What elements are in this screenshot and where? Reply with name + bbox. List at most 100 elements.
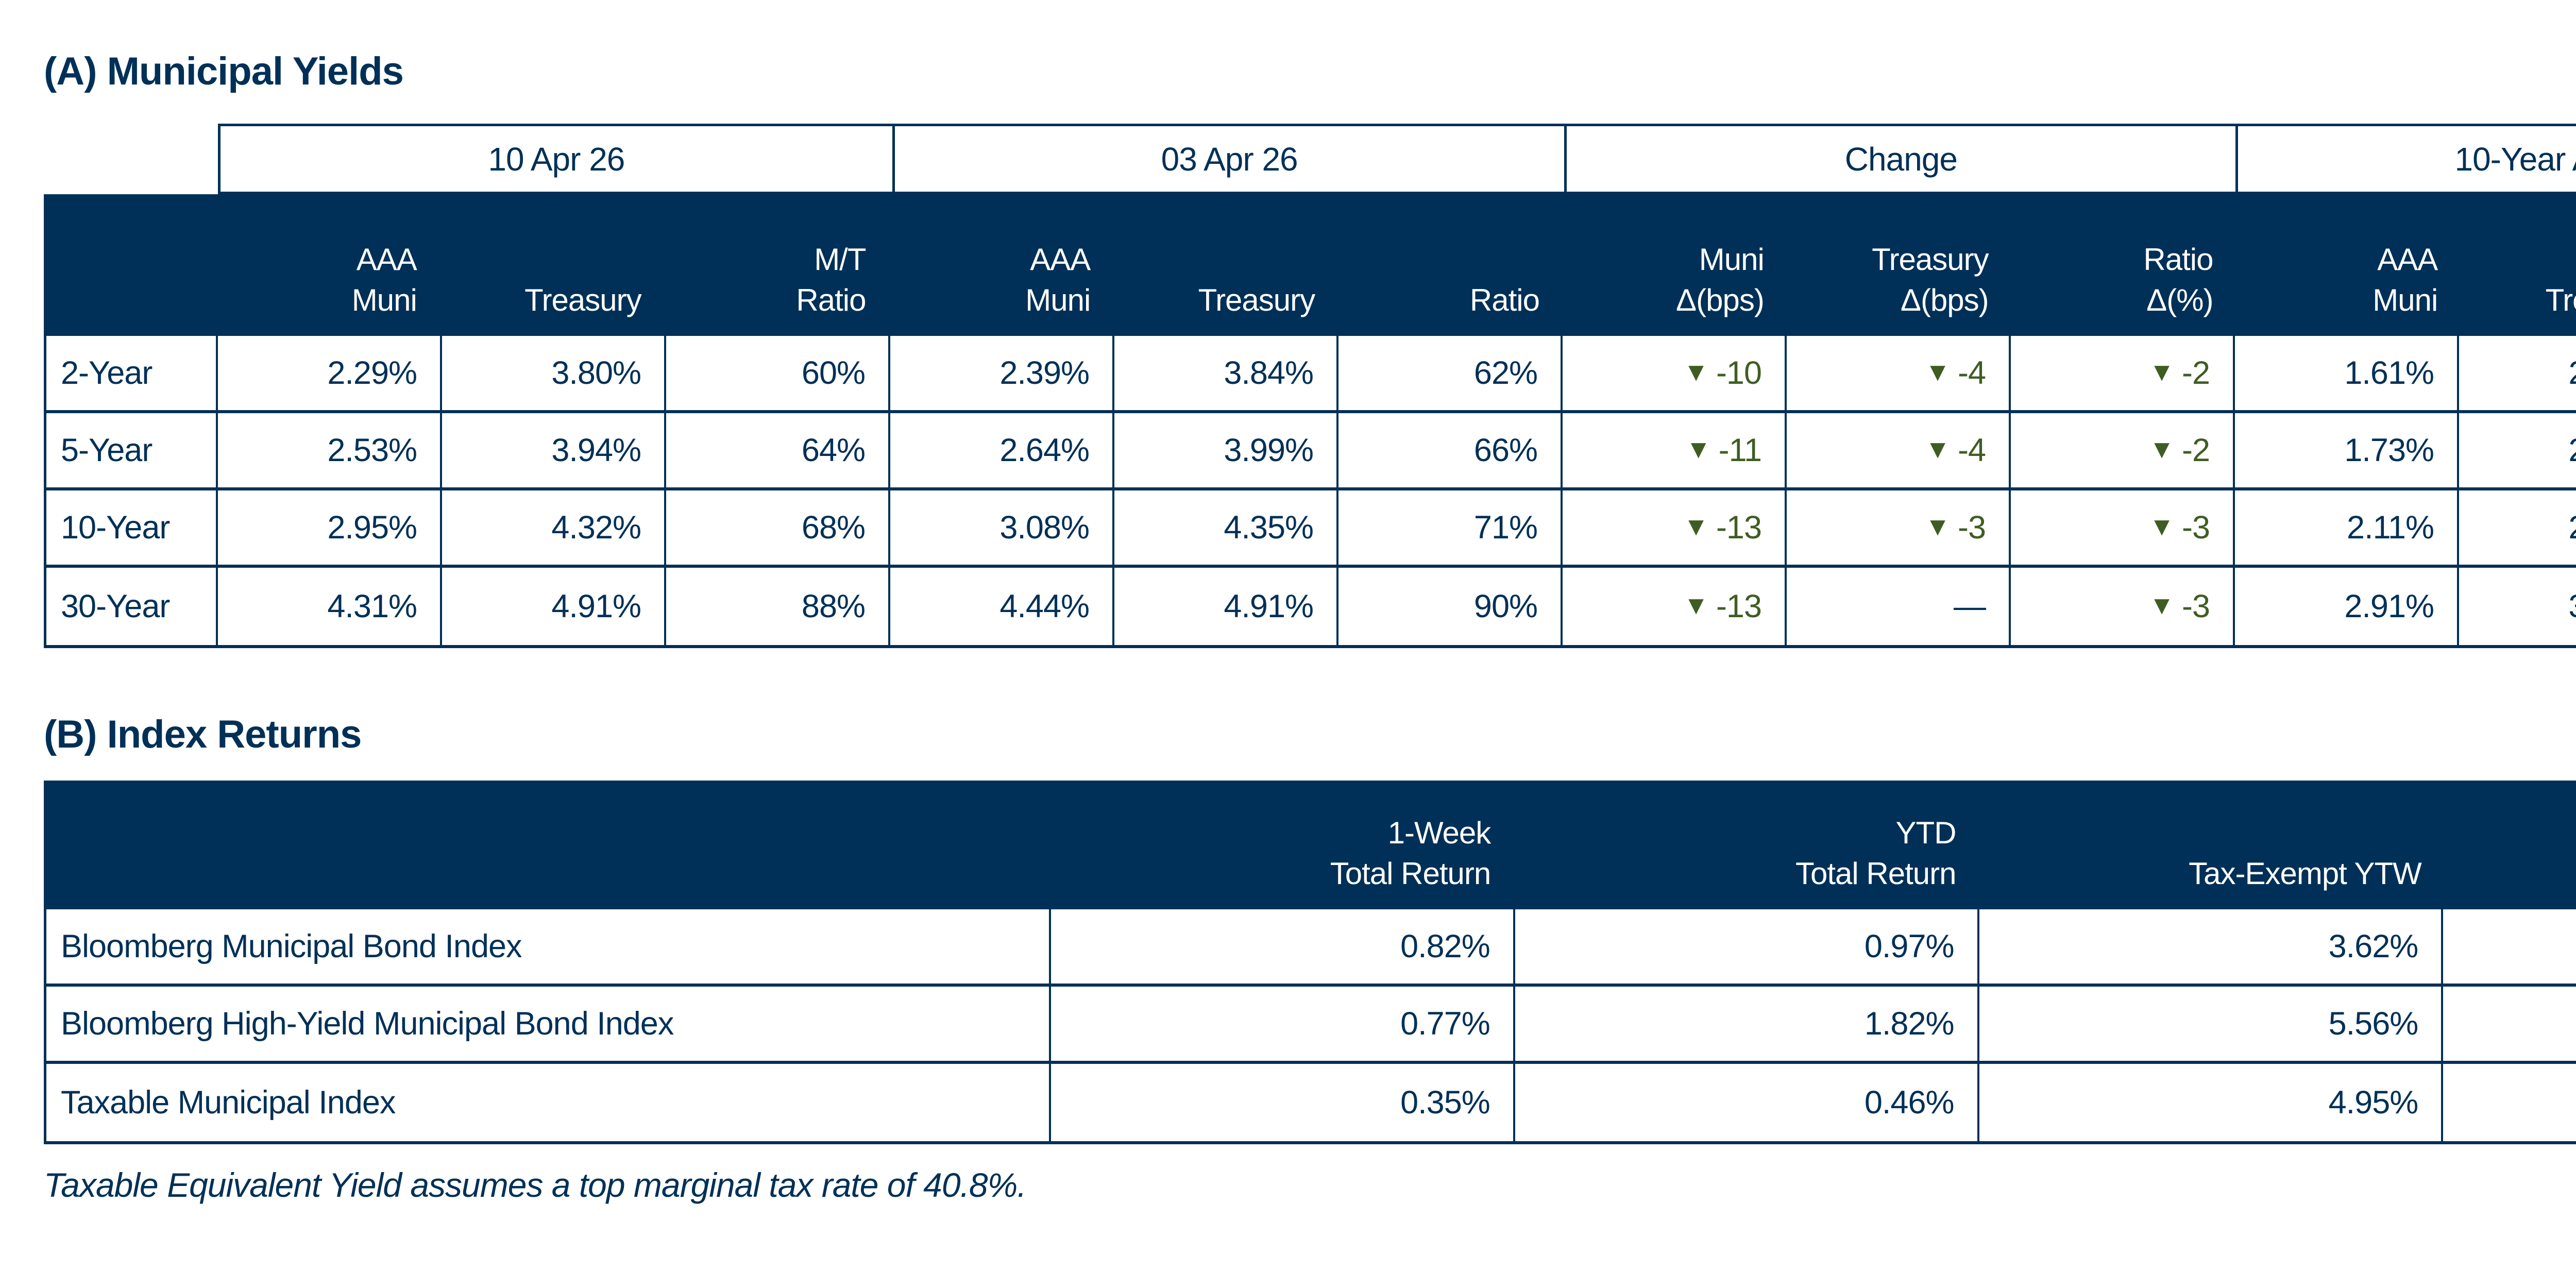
delta-cell: ▼ -10: [1563, 336, 1787, 413]
delta-value: -10: [1716, 355, 1762, 391]
delta-value: -13: [1716, 510, 1762, 546]
column-header: AAA Muni: [351, 242, 417, 317]
yield-cell: 4.32%: [442, 490, 666, 568]
yield-cell: 2.64%: [890, 413, 1114, 490]
municipal-yields-group-header-row: 10 Apr 26 03 Apr 26 Change 10-Year Avera…: [218, 124, 2576, 194]
delta-value: -13: [1716, 588, 1762, 624]
ytw-cell: 6.11%: [2443, 909, 2576, 987]
index-name: Taxable Municipal Index: [46, 1064, 1051, 1141]
down-triangle-icon: ▼: [1683, 511, 1709, 541]
delta-cell: ▼ -4: [1787, 336, 2011, 413]
ytw-cell: 3.62%: [1979, 909, 2444, 987]
delta-cell: ▼ -3: [2011, 568, 2235, 645]
yield-cell: 2.91%: [2235, 568, 2459, 645]
yield-cell: 2.76%: [2459, 490, 2576, 568]
return-cell: 1.82%: [1515, 987, 1979, 1064]
column-header: 1-Week Total Return: [1330, 815, 1491, 891]
yield-cell: 3.18%: [2459, 568, 2576, 645]
ratio-cell: 68%: [666, 490, 890, 568]
group-header-10-apr: 10 Apr 26: [488, 140, 625, 178]
row-label: 2-Year: [46, 336, 218, 413]
index-returns-header-row: 1-Week Total Return YTD Total Return Tax-E…: [44, 781, 2576, 909]
delta-cell: ▼ -3: [2011, 490, 2235, 568]
delta-value: -3: [2181, 588, 2210, 624]
delta-cell: ▼ -4: [1787, 413, 2011, 490]
yield-cell: 4.91%: [1114, 568, 1338, 645]
section-b-title: (B) Index Returns: [44, 713, 362, 756]
index-returns-table: Bloomberg Municipal Bond Index 0.82% 0.9…: [44, 909, 2576, 1144]
ytw-cell: 4.95%: [2443, 1064, 2576, 1141]
delta-value: -3: [1957, 510, 1986, 546]
yield-cell: 2.51%: [2459, 413, 2576, 490]
ratio-cell: 60%: [666, 336, 890, 413]
footnote: Taxable Equivalent Yield assumes a top m…: [44, 1166, 1027, 1204]
ratio-cell: 62%: [1338, 336, 1563, 413]
delta-cell: —: [1787, 568, 2011, 645]
return-cell: 0.35%: [1051, 1064, 1515, 1141]
down-triangle-icon: ▼: [1925, 434, 1951, 464]
ratio-cell: 66%: [1338, 413, 1563, 490]
municipal-yields-table: 2-Year 2.29% 3.80% 60% 2.39% 3.84% 62% ▼…: [44, 336, 2576, 648]
ratio-cell: 88%: [666, 568, 890, 645]
down-triangle-icon: ▼: [2149, 434, 2175, 464]
municipal-yields-header-row: AAA Muni Treasury M/T Ratio AAA Muni Treasu…: [44, 194, 2576, 336]
return-cell: 0.46%: [1515, 1064, 1979, 1141]
return-cell: 0.77%: [1051, 987, 1515, 1064]
yield-cell: 2.53%: [218, 413, 442, 490]
group-header-03-apr: 03 Apr 26: [892, 126, 1564, 192]
yield-cell: 1.73%: [2235, 413, 2459, 490]
column-header: Treasury: [524, 282, 641, 317]
delta-value: —: [1954, 588, 1986, 624]
column-header: YTD Total Return: [1795, 815, 1957, 891]
yield-cell: 3.08%: [890, 490, 1114, 568]
yield-cell: 2.29%: [218, 336, 442, 413]
column-header: Treasury Δ(bps): [1872, 242, 1989, 317]
return-cell: 0.82%: [1051, 909, 1515, 987]
delta-cell: ▼ -3: [1787, 490, 2011, 568]
yield-cell: 3.99%: [1114, 413, 1338, 490]
delta-value: -2: [2181, 432, 2210, 468]
down-triangle-icon: ▼: [1683, 357, 1709, 386]
return-cell: 0.97%: [1515, 909, 1979, 987]
column-header: AAA Muni: [2372, 242, 2438, 317]
down-triangle-icon: ▼: [1925, 357, 1951, 386]
ytw-cell: 4.95%: [1979, 1064, 2444, 1141]
group-header-change: Change: [1564, 126, 2236, 192]
ratio-cell: 90%: [1338, 568, 1563, 645]
delta-cell: ▼ -13: [1563, 568, 1787, 645]
row-label: 10-Year: [46, 490, 218, 568]
yield-cell: 2.39%: [890, 336, 1114, 413]
column-header: Muni Δ(bps): [1676, 242, 1765, 317]
down-triangle-icon: ▼: [1683, 590, 1709, 620]
column-header: Ratio Δ(%): [2143, 242, 2213, 317]
column-header-blank: [44, 194, 215, 336]
row-label: 5-Year: [46, 413, 218, 490]
yield-cell: 4.35%: [1114, 490, 1338, 568]
column-header-blank: [44, 781, 1048, 909]
delta-value: -4: [1957, 355, 1986, 391]
column-header: Treasury: [1198, 282, 1315, 317]
yield-cell: 4.44%: [890, 568, 1114, 645]
column-header: Tax-Exempt YTW: [2189, 856, 2422, 891]
yield-cell: 2.39%: [2459, 336, 2576, 413]
index-name: Bloomberg High-Yield Municipal Bond Inde…: [46, 987, 1051, 1064]
yield-cell: 1.61%: [2235, 336, 2459, 413]
down-triangle-icon: ▼: [2149, 511, 2175, 541]
delta-value: -2: [2181, 355, 2210, 391]
delta-cell: ▼ -2: [2011, 413, 2235, 490]
yield-cell: 3.94%: [442, 413, 666, 490]
down-triangle-icon: ▼: [1685, 434, 1711, 464]
down-triangle-icon: ▼: [2149, 590, 2175, 620]
down-triangle-icon: ▼: [2149, 357, 2175, 386]
delta-cell: ▼ -2: [2011, 336, 2235, 413]
group-header-10-year-average: 10-Year Average: [2235, 126, 2576, 192]
delta-value: -3: [2181, 510, 2210, 546]
column-header: Ratio: [1469, 282, 1540, 317]
yield-cell: 4.91%: [442, 568, 666, 645]
row-label: 30-Year: [46, 568, 218, 645]
delta-cell: ▼ -13: [1563, 490, 1787, 568]
ytw-cell: 9.38%: [2443, 987, 2576, 1064]
section-a-title: (A) Municipal Yields: [44, 49, 404, 93]
column-header: AAA Muni: [1025, 242, 1091, 317]
